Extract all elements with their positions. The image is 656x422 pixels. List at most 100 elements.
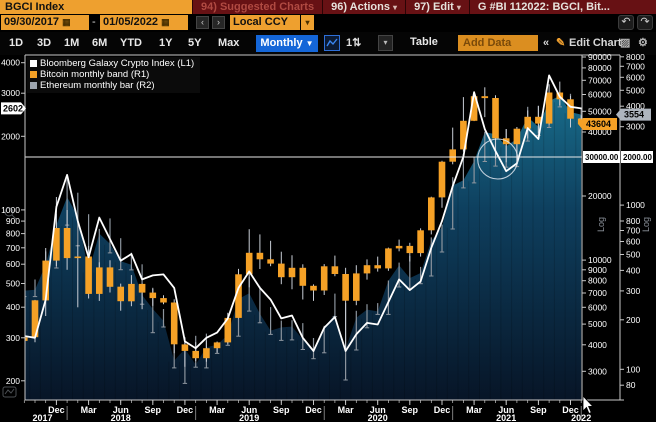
svg-text:2000: 2000	[1, 131, 20, 141]
line-chart-style-button[interactable]	[324, 35, 340, 51]
svg-text:Mar: Mar	[338, 405, 355, 415]
legend-swatch-icon	[30, 71, 37, 78]
axis-zoom-magnifier-icon[interactable]	[4, 207, 17, 220]
svg-text:1000: 1000	[1, 205, 20, 215]
chart-style-dropdown[interactable]: ▾	[378, 35, 393, 51]
svg-text:700: 700	[6, 243, 20, 253]
svg-text:8000: 8000	[626, 52, 645, 62]
svg-text:Mar: Mar	[466, 405, 483, 415]
chart-id-label: G #BI 112022: BGCI, Bit...	[468, 0, 656, 14]
svg-text:100: 100	[626, 364, 640, 374]
end-date-input[interactable]: 01/05/2022 ▦	[100, 15, 188, 30]
plot-frame	[24, 54, 624, 401]
period-button-6m[interactable]: 6M	[92, 37, 108, 49]
legend-swatch-icon	[30, 82, 37, 89]
svg-text:2021: 2021	[496, 413, 516, 422]
range-bar: 09/30/2017 ▦ - 01/05/2022 ▦ ‹ › Local CCY …	[0, 14, 656, 32]
period-button-1d[interactable]: 1D	[9, 37, 24, 49]
undo-button[interactable]: ↶	[618, 15, 634, 30]
period-button-3d[interactable]: 3D	[37, 37, 52, 49]
r2-log-label: Log	[641, 217, 651, 232]
svg-text:600: 600	[626, 237, 640, 247]
pencil-icon[interactable]: ✎	[556, 37, 566, 49]
svg-text:8000: 8000	[588, 276, 607, 286]
ticker-field[interactable]: BGCI Index	[0, 0, 192, 14]
svg-text:2018: 2018	[111, 413, 131, 422]
annotate-icon[interactable]: ▨	[620, 37, 631, 49]
currency-select[interactable]: Local CCY	[230, 15, 300, 30]
period-button-ytd[interactable]: YTD	[120, 37, 142, 49]
svg-text:7000: 7000	[626, 61, 645, 71]
svg-text:200: 200	[6, 376, 20, 386]
svg-text:90000: 90000	[588, 52, 612, 62]
chevron-down-icon: ▼	[305, 39, 314, 48]
collapse-toolbar-button[interactable]: «	[543, 37, 550, 49]
period-button-max[interactable]: Max	[218, 37, 240, 49]
svg-text:Jun: Jun	[241, 405, 257, 415]
tracker-value-labels: 30000.00 2000.00	[583, 151, 653, 163]
svg-text:2602: 2602	[3, 103, 23, 113]
svg-text:Sep: Sep	[273, 405, 290, 415]
chart-legend[interactable]: Bloomberg Galaxy Crypto Index (L1) Bitcoi…	[27, 57, 201, 93]
edit-label: 97) Edit	[414, 1, 454, 13]
mouse-cursor-icon	[582, 394, 594, 415]
legend-label: Bloomberg Galaxy Crypto Index (L1)	[40, 58, 195, 69]
period-button-1m[interactable]: 1M	[64, 37, 80, 49]
calendar-icon[interactable]: ▦	[62, 17, 71, 27]
svg-text:200: 200	[626, 315, 640, 325]
currency-dropdown-arrow[interactable]: ▾	[301, 15, 314, 30]
svg-text:300: 300	[6, 333, 20, 343]
add-data-input[interactable]: Add Data	[458, 35, 538, 51]
actions-menu[interactable]: 96) Actions ▾	[322, 0, 405, 14]
range-forward-button[interactable]: ›	[212, 16, 225, 29]
range-back-button[interactable]: ‹	[196, 16, 209, 29]
chart-toolbar: 1D 3D 1M 6M YTD 1Y 5Y Max Monthly ▼ 1⇅ ▾ Table …	[0, 32, 656, 55]
last-value-flags: 2602 43604 3554	[1, 102, 651, 130]
svg-text:80000: 80000	[588, 63, 612, 73]
svg-text:6000: 6000	[588, 302, 607, 312]
line-chart-icon	[326, 38, 338, 47]
svg-text:43604: 43604	[586, 119, 611, 129]
range-separator: -	[92, 16, 96, 28]
edit-menu[interactable]: 97) Edit ▾	[405, 0, 469, 14]
legend-item[interactable]: Ethereum monthly bar (R2)	[30, 80, 194, 91]
panel-count-button[interactable]: 1⇅	[346, 37, 362, 49]
chevron-down-icon: ▾	[393, 3, 398, 12]
end-date-value: 01/05/2022	[103, 16, 159, 28]
legend-swatch-icon	[30, 60, 37, 67]
chevron-down-icon: ▾	[456, 3, 461, 12]
period-button-1y[interactable]: 1Y	[159, 37, 173, 49]
frequency-value: Monthly	[260, 37, 303, 49]
svg-text:800: 800	[626, 216, 640, 226]
legend-item[interactable]: Bloomberg Galaxy Crypto Index (L1)	[30, 58, 194, 69]
edit-chart-button[interactable]: Edit Chart	[569, 37, 622, 49]
legend-item[interactable]: Bitcoin monthly band (R1)	[30, 69, 194, 80]
svg-text:30000.00: 30000.00	[585, 153, 619, 162]
frequency-select[interactable]: Monthly ▼	[256, 35, 318, 52]
x-axis[interactable]: Dec Mar Jun Sep Dec Mar Jun Sep Dec Mar Jun Sep Dec M…	[23, 400, 591, 422]
svg-text:50000: 50000	[588, 106, 612, 116]
svg-text:20000: 20000	[588, 191, 612, 201]
period-button-5y[interactable]: 5Y	[188, 37, 202, 49]
annotation-circle[interactable]	[477, 138, 519, 180]
start-date-input[interactable]: 09/30/2017 ▦	[1, 15, 89, 30]
svg-text:4000: 4000	[1, 58, 20, 68]
svg-text:60000: 60000	[588, 90, 612, 100]
axis-settings-icon[interactable]	[2, 386, 17, 398]
svg-text:800: 800	[6, 229, 20, 239]
svg-text:40000: 40000	[588, 127, 612, 137]
settings-gear-icon[interactable]: ⚙	[638, 37, 648, 49]
svg-text:7000: 7000	[588, 288, 607, 298]
table-button[interactable]: Table	[410, 36, 438, 48]
title-bar: BGCI Index 94) Suggested Charts 96) Acti…	[0, 0, 656, 14]
suggested-charts-menu[interactable]: 94) Suggested Charts	[192, 0, 322, 14]
calendar-icon[interactable]: ▦	[161, 17, 170, 27]
redo-button[interactable]: ↷	[637, 15, 653, 30]
svg-text:1000: 1000	[626, 200, 645, 210]
svg-text:70000: 70000	[588, 75, 612, 85]
svg-text:4000: 4000	[626, 101, 645, 111]
